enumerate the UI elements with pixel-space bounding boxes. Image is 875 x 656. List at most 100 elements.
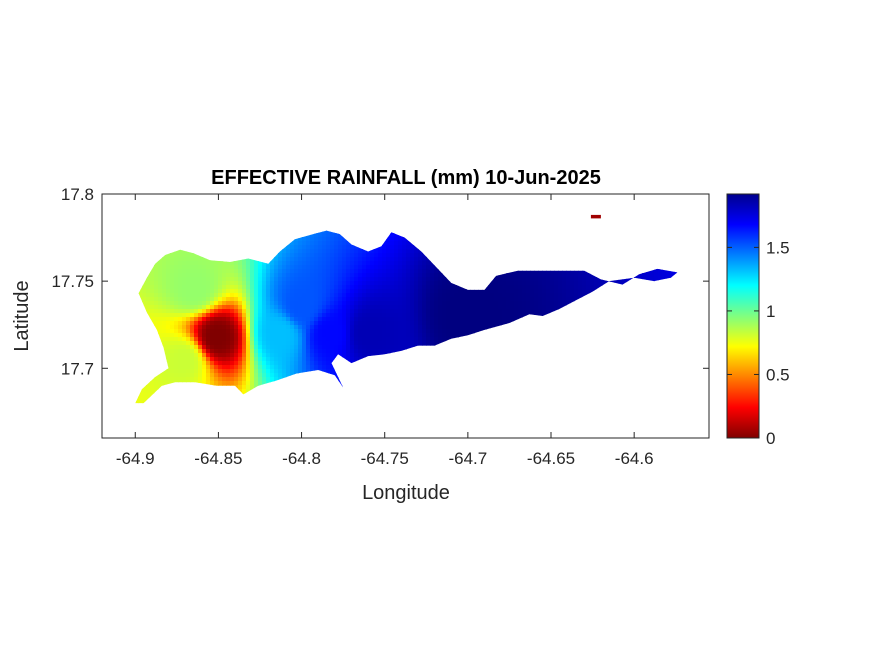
heat-cell xyxy=(382,293,387,298)
heat-cell xyxy=(286,297,291,302)
heat-cell xyxy=(270,289,275,294)
heat-cell xyxy=(234,309,239,314)
heat-cell xyxy=(394,273,399,278)
heat-cell xyxy=(226,333,231,338)
heat-cell xyxy=(242,357,247,362)
heat-cell xyxy=(278,341,283,346)
heat-cell xyxy=(234,269,239,274)
heat-cell xyxy=(386,333,391,338)
heat-cell xyxy=(354,281,359,286)
heat-cell xyxy=(286,333,291,338)
heat-cell xyxy=(302,257,307,262)
heat-cell xyxy=(330,349,335,354)
heat-cell xyxy=(470,289,475,294)
heat-cell xyxy=(430,281,435,286)
heat-cell xyxy=(254,329,259,334)
heat-cell xyxy=(214,305,219,310)
heat-cell xyxy=(238,289,243,294)
heat-cell xyxy=(154,281,159,286)
heat-cell xyxy=(190,329,195,334)
heat-cell xyxy=(298,313,303,318)
heat-cell xyxy=(342,301,347,306)
heat-cell xyxy=(394,269,399,274)
heat-cell xyxy=(346,349,351,354)
heat-cell xyxy=(366,257,371,262)
heat-cell xyxy=(218,325,223,330)
heat-cell xyxy=(322,281,327,286)
heat-cell xyxy=(282,277,287,282)
heat-cell xyxy=(162,301,167,306)
heat-cell xyxy=(190,333,195,338)
heat-cell xyxy=(326,261,331,266)
heat-cell xyxy=(566,293,571,298)
heat-cell xyxy=(166,269,171,274)
heat-cell xyxy=(198,341,203,346)
heat-cell xyxy=(454,285,459,290)
heat-cell xyxy=(334,285,339,290)
heat-cell xyxy=(298,337,303,342)
heat-cell xyxy=(346,253,351,258)
heat-cell xyxy=(538,273,543,278)
heat-cell xyxy=(350,313,355,318)
heat-cell xyxy=(382,285,387,290)
heat-cell xyxy=(490,321,495,326)
heat-cell xyxy=(446,333,451,338)
heat-cell xyxy=(434,297,439,302)
heat-cell xyxy=(186,309,191,314)
heat-cell xyxy=(342,245,347,250)
heat-cell xyxy=(462,289,467,294)
heat-cell xyxy=(562,285,567,290)
heat-cell xyxy=(210,325,215,330)
heat-cell xyxy=(150,313,155,318)
heat-cell xyxy=(366,329,371,334)
heat-cell xyxy=(278,321,283,326)
heat-cell xyxy=(558,301,563,306)
heat-cell xyxy=(274,365,279,370)
heat-cell xyxy=(238,261,243,266)
heat-cell xyxy=(246,305,251,310)
heat-cell xyxy=(382,261,387,266)
heat-cell xyxy=(490,293,495,298)
heat-cell xyxy=(374,253,379,258)
heat-cell xyxy=(210,281,215,286)
heat-cell xyxy=(162,333,167,338)
heat-cell xyxy=(582,285,587,290)
heat-cell xyxy=(330,293,335,298)
heat-cell xyxy=(438,285,443,290)
heat-cell xyxy=(510,309,515,314)
heat-cell xyxy=(458,293,463,298)
heat-cell xyxy=(274,321,279,326)
heat-cell xyxy=(374,249,379,254)
heat-cell xyxy=(158,305,163,310)
heat-cell xyxy=(534,281,539,286)
heat-cell xyxy=(166,313,171,318)
heat-cell xyxy=(170,257,175,262)
heat-cell xyxy=(262,285,267,290)
heat-cell xyxy=(510,297,515,302)
heat-cell xyxy=(174,337,179,342)
heat-cell xyxy=(182,309,187,314)
heat-cell xyxy=(418,313,423,318)
heat-cell xyxy=(234,281,239,286)
heat-cell xyxy=(494,297,499,302)
heat-cell xyxy=(582,273,587,278)
heat-cell xyxy=(278,273,283,278)
heat-cell xyxy=(314,297,319,302)
heat-cell xyxy=(382,277,387,282)
heat-cell xyxy=(166,349,171,354)
heat-cell xyxy=(410,313,415,318)
heat-cell xyxy=(222,269,227,274)
heat-cell xyxy=(278,305,283,310)
heat-cell xyxy=(366,353,371,358)
heat-cell xyxy=(218,301,223,306)
heat-cell xyxy=(474,313,479,318)
heat-cell xyxy=(286,305,291,310)
heat-cell xyxy=(402,257,407,262)
heat-cell xyxy=(486,293,491,298)
heat-cell xyxy=(210,293,215,298)
heat-cell xyxy=(186,297,191,302)
heat-cell xyxy=(278,349,283,354)
heat-cell xyxy=(198,309,203,314)
heat-cell xyxy=(274,305,279,310)
heat-cell xyxy=(198,329,203,334)
